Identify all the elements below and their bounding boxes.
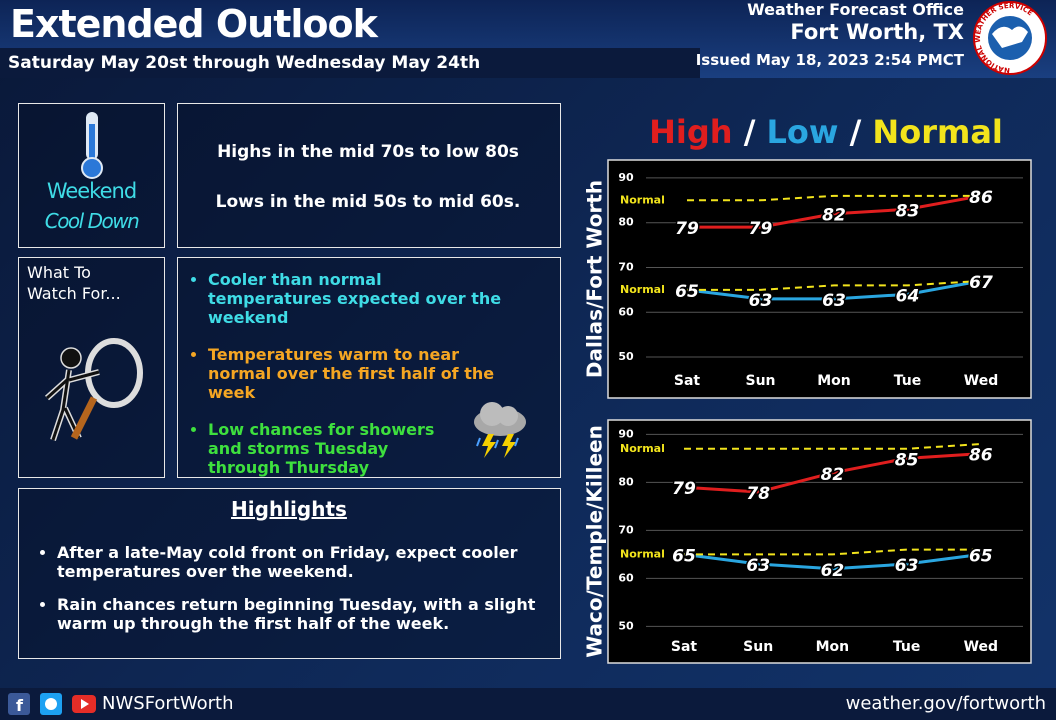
series-line <box>683 452 981 494</box>
data-label: 63 <box>822 291 846 311</box>
location: Fort Worth, TX <box>790 20 964 44</box>
data-label: 79 <box>675 219 699 239</box>
series-name: Normal <box>620 283 665 296</box>
watch-title-panel: What To Watch For... <box>18 257 165 478</box>
y-tick-label: 60 <box>618 571 634 584</box>
x-tick-label: Tue <box>893 639 920 655</box>
legend-low: Low <box>767 113 839 151</box>
y-tick-label: 50 <box>618 619 634 632</box>
series-name: Normal <box>620 193 665 206</box>
data-label: 63 <box>746 556 770 576</box>
data-label: 86 <box>969 188 993 208</box>
series-line <box>687 279 982 291</box>
thermometer-icon <box>81 112 103 179</box>
issued: Issued May 18, 2023 2:54 PMCT <box>695 51 964 69</box>
y-tick-label: 80 <box>618 216 634 229</box>
chart-title: Dallas/Fort Worth <box>583 180 607 378</box>
legend: High / Low / Normal <box>649 113 1003 151</box>
data-label: 63 <box>895 556 919 576</box>
highlight-bullet: Rain chances return beginning Tuesday, w… <box>57 595 562 633</box>
y-tick-label: 90 <box>618 171 634 184</box>
svg-text:f: f <box>16 696 24 715</box>
legend-high: High <box>649 113 732 151</box>
series-line <box>684 443 981 450</box>
highlights-panel: Highlights After a late-May cold front o… <box>18 488 561 659</box>
headline-panel: Weekend Cool Down <box>18 103 165 248</box>
storm-icon <box>474 402 526 458</box>
x-tick-label: Mon <box>817 373 851 389</box>
series-line <box>687 194 982 229</box>
summary-line: Highs in the mid 70s to low 80s <box>217 142 519 162</box>
watch-bullet: Temperatures warm to near normal over th… <box>208 345 508 402</box>
data-label: 79 <box>672 479 696 499</box>
x-tick-label: Tue <box>894 373 921 389</box>
legend-sep: / <box>733 113 767 151</box>
series-name: Normal <box>620 442 665 455</box>
legend-sep: / <box>838 113 872 151</box>
social-icons: f <box>8 693 96 715</box>
data-label: 82 <box>822 206 846 226</box>
footer: f NWSFortWorth weather.gov/fortworth <box>0 688 1056 720</box>
data-label: 63 <box>749 291 773 311</box>
charts: High / Low / Normal Dallas/Fort Worth 50 6… <box>583 113 1032 664</box>
watch-panel: Cooler than normal temperatures expected… <box>177 257 561 478</box>
page-title: Extended Outlook <box>10 2 378 46</box>
y-tick-label: 80 <box>618 475 634 488</box>
data-label: 67 <box>969 273 993 293</box>
data-label: 82 <box>821 465 845 485</box>
watch-bullet: Low chances for showers and storms Tuesd… <box>208 420 458 477</box>
x-tick-label: Mon <box>816 639 850 655</box>
data-label: 65 <box>675 282 699 302</box>
data-label: 62 <box>821 561 845 581</box>
x-tick-label: Wed <box>964 639 998 655</box>
y-tick-label: 70 <box>618 523 634 536</box>
data-label: 79 <box>749 219 773 239</box>
data-label: 85 <box>895 450 919 470</box>
series-line <box>687 194 981 202</box>
footer-handle: NWSFortWorth <box>102 693 234 714</box>
legend-normal: Normal <box>872 113 1002 151</box>
y-tick-label: 70 <box>618 260 634 273</box>
subtitle: Saturday May 20st through Wednesday May … <box>0 48 700 78</box>
chart-title: Waco/Temple/Killeen <box>583 425 607 658</box>
data-label: 83 <box>896 201 920 221</box>
x-tick-label: Sun <box>745 373 775 389</box>
series-line <box>684 548 981 556</box>
watch-title: What To Watch For... <box>27 263 121 303</box>
series-line <box>686 279 982 301</box>
data-label: 86 <box>969 446 993 466</box>
highlights-title: Highlights <box>231 497 347 521</box>
data-label: 78 <box>746 484 770 504</box>
magnifier-icon <box>44 338 143 441</box>
office: Weather Forecast Office <box>747 0 964 19</box>
nws-logo: NATIONAL WEATHER SERVICE <box>973 1 1047 75</box>
series-line <box>683 552 981 571</box>
x-tick-label: Sun <box>743 639 773 655</box>
plot-area <box>607 419 1032 664</box>
data-label: 65 <box>672 546 696 566</box>
data-label: 64 <box>896 286 920 306</box>
x-tick-label: Sat <box>671 639 698 655</box>
data-label: 65 <box>969 546 993 566</box>
x-tick-label: Wed <box>964 373 998 389</box>
summary-line: Lows in the mid 50s to mid 60s. <box>215 192 521 212</box>
watch-bullet: Cooler than normal temperatures expected… <box>208 270 508 327</box>
series-name: Normal <box>620 547 665 560</box>
y-tick-label: 60 <box>618 305 634 318</box>
y-tick-label: 90 <box>618 427 634 440</box>
headline-2: Cool Down <box>44 209 140 233</box>
summary-panel: Highs in the mid 70s to low 80s Lows in … <box>177 103 561 248</box>
headline-1: Weekend <box>46 179 137 203</box>
y-tick-label: 50 <box>618 350 634 363</box>
footer-url: weather.gov/fortworth <box>845 693 1046 714</box>
x-tick-label: Sat <box>674 373 701 389</box>
highlight-bullet: After a late-May cold front on Friday, e… <box>57 543 562 581</box>
